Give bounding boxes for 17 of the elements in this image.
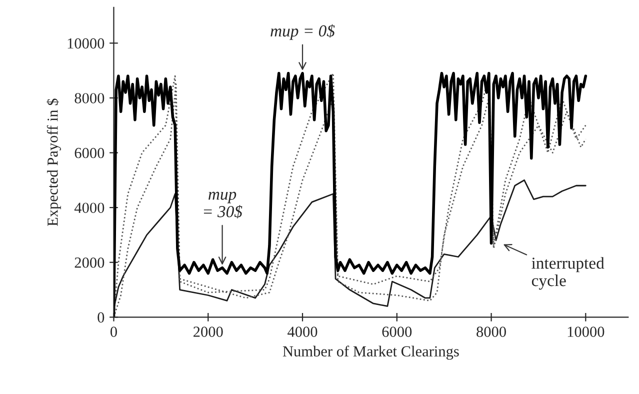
x-tick-label: 6000: [382, 326, 412, 337]
x-tick-label: 0: [110, 326, 117, 337]
y-tick-label: 6000: [74, 148, 104, 158]
y-tick-label: 0: [98, 312, 104, 323]
x-tick-label: 10000: [568, 326, 604, 337]
x-tick-label: 2000: [194, 326, 223, 337]
annotation: mup = 30$: [204, 192, 242, 218]
y-tick-label: 8000: [74, 93, 104, 104]
y-tick-label: 2000: [74, 258, 104, 268]
x-axis-title: Number of Market Clearings: [282, 346, 459, 360]
annotation: mup = 0$: [270, 24, 335, 40]
y-tick-label: 10000: [68, 38, 104, 49]
x-tick-label: 4000: [288, 326, 318, 337]
y-tick-label: 4000: [74, 202, 104, 213]
annotation: interrupted cycle: [532, 257, 604, 290]
x-tick-label: 8000: [476, 326, 506, 337]
y-axis-title: Expected Payoff in $: [46, 98, 61, 226]
